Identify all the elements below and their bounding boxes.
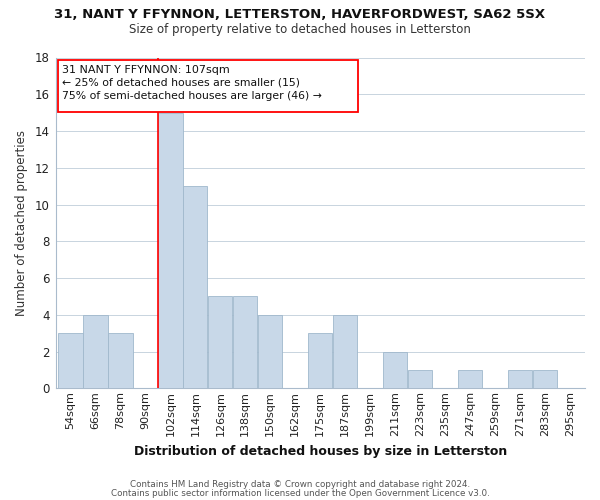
Bar [258, 315, 283, 388]
Bar [458, 370, 482, 388]
Y-axis label: Number of detached properties: Number of detached properties [15, 130, 28, 316]
Bar [158, 112, 182, 388]
Text: ← 25% of detached houses are smaller (15): ← 25% of detached houses are smaller (15… [62, 78, 300, 88]
Text: Contains public sector information licensed under the Open Government Licence v3: Contains public sector information licen… [110, 488, 490, 498]
Text: 75% of semi-detached houses are larger (46) →: 75% of semi-detached houses are larger (… [62, 90, 322, 101]
Text: Size of property relative to detached houses in Letterston: Size of property relative to detached ho… [129, 22, 471, 36]
Bar [533, 370, 557, 388]
X-axis label: Distribution of detached houses by size in Letterston: Distribution of detached houses by size … [134, 444, 507, 458]
Text: 31, NANT Y FFYNNON, LETTERSTON, HAVERFORDWEST, SA62 5SX: 31, NANT Y FFYNNON, LETTERSTON, HAVERFOR… [55, 8, 545, 20]
Bar [308, 333, 332, 388]
Bar [83, 315, 107, 388]
Bar [109, 333, 133, 388]
Text: 31 NANT Y FFYNNON: 107sqm: 31 NANT Y FFYNNON: 107sqm [62, 65, 229, 75]
Text: Contains HM Land Registry data © Crown copyright and database right 2024.: Contains HM Land Registry data © Crown c… [130, 480, 470, 489]
Bar [408, 370, 432, 388]
Bar [508, 370, 532, 388]
Bar [183, 186, 208, 388]
FancyBboxPatch shape [58, 60, 358, 112]
Bar [58, 333, 83, 388]
Bar [208, 296, 232, 388]
Bar [333, 315, 358, 388]
Bar [233, 296, 257, 388]
Bar [383, 352, 407, 389]
